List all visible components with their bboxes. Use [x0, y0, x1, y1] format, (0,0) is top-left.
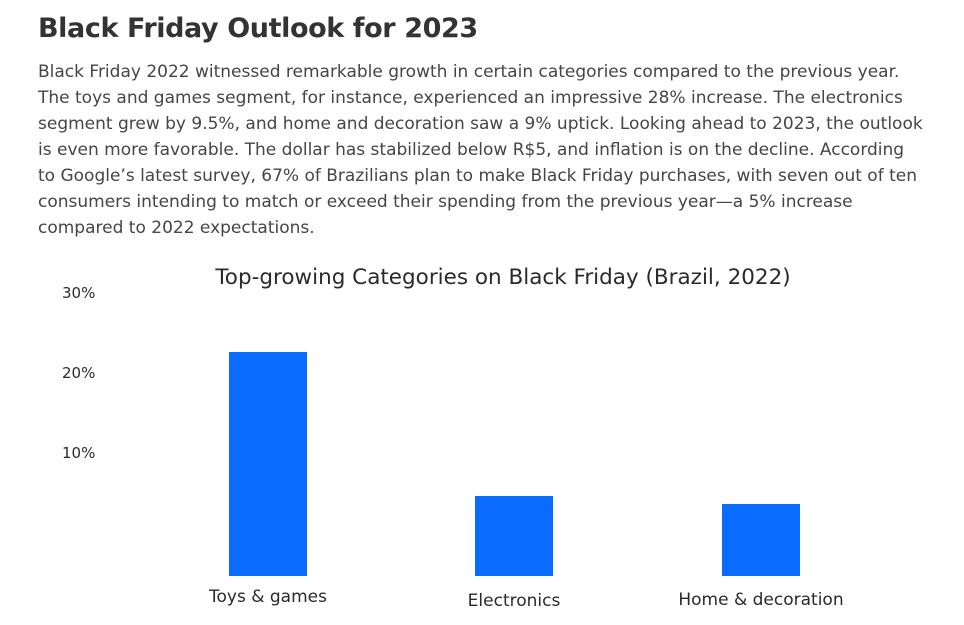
article-paragraph: Black Friday 2022 witnessed remarkable g… [38, 59, 958, 241]
x-axis-ticks: Toys & games Electronics Home & decoration [208, 587, 844, 611]
paragraph-line: The toys and games segment, for instance… [38, 88, 903, 108]
paragraph-line: segment grew by 9.5%, and home and decor… [38, 114, 923, 134]
bar [229, 352, 307, 576]
paragraph-line: compared to 2022 expectations. [38, 218, 315, 238]
article-heading: Black Friday Outlook for 2023 [38, 13, 478, 44]
paragraph-line: consumers intending to match or exceed t… [38, 192, 853, 212]
bar-series [229, 352, 800, 576]
bar [722, 504, 800, 576]
chart-title: Top-growing Categories on Black Friday (… [214, 265, 790, 290]
x-tick-label: Toys & games [208, 587, 327, 607]
y-tick-label: 10% [62, 444, 95, 462]
paragraph-line: to Google’s latest survey, 67% of Brazil… [38, 166, 917, 186]
y-axis-ticks: 30% 20% 10% [62, 284, 95, 462]
paragraph-line: Black Friday 2022 witnessed remarkable g… [38, 62, 900, 82]
bar [475, 496, 553, 576]
y-tick-label: 20% [62, 364, 95, 382]
paragraph-line: is even more favorable. The dollar has s… [38, 140, 905, 160]
bar-chart: Top-growing Categories on Black Friday (… [62, 265, 844, 611]
y-tick-label: 30% [62, 284, 95, 302]
x-tick-label: Electronics [468, 591, 561, 611]
x-tick-label: Home & decoration [678, 590, 843, 610]
